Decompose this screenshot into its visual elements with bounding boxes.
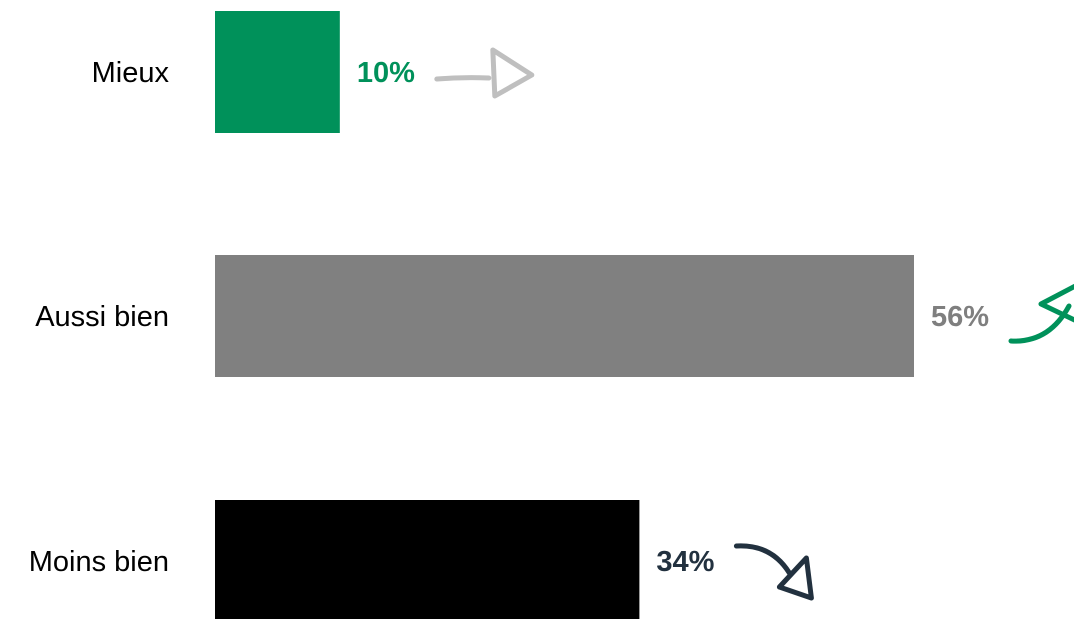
arrow-right-icon [434,47,535,99]
bar [215,255,914,377]
data-label: 56% [931,301,989,333]
chart-rows: Mieux 10% Aussi bien 56% Moins bien 34% [29,11,1074,622]
data-label: 34% [656,546,714,578]
category-label: Aussi bien [35,301,169,333]
bar-row-moins-bien: Moins bien 34% [29,500,814,622]
category-label: Mieux [92,57,170,89]
bar-row-aussi-bien: Aussi bien 56% [35,255,1074,377]
bar [215,500,640,622]
bar [215,11,340,133]
category-label: Moins bien [29,546,169,578]
bar-row-mieux: Mieux 10% [92,11,535,133]
data-label: 10% [357,57,415,89]
arrow-up-right-icon [1008,283,1074,344]
arrow-down-right-icon [733,543,814,601]
